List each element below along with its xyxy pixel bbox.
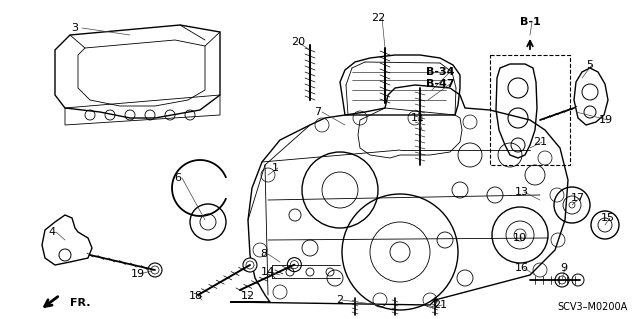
- Text: 2: 2: [337, 295, 344, 305]
- Text: 12: 12: [241, 291, 255, 301]
- Text: 21: 21: [433, 300, 447, 310]
- Text: 4: 4: [49, 227, 56, 237]
- Text: 16: 16: [515, 263, 529, 273]
- Text: 13: 13: [515, 187, 529, 197]
- Text: 5: 5: [586, 60, 593, 70]
- Bar: [490, 55, 570, 165]
- Text: 21: 21: [533, 137, 547, 147]
- Circle shape: [243, 258, 257, 272]
- Text: 7: 7: [314, 107, 321, 117]
- Text: 1: 1: [271, 163, 278, 173]
- Text: 11: 11: [411, 113, 425, 123]
- Text: 17: 17: [571, 193, 585, 203]
- Text: B-47: B-47: [426, 79, 454, 89]
- Text: 10: 10: [513, 233, 527, 243]
- Text: 15: 15: [601, 213, 615, 223]
- Circle shape: [555, 273, 569, 287]
- Text: 3: 3: [72, 23, 79, 33]
- Text: B-1: B-1: [520, 17, 540, 27]
- Text: SCV3–M0200A: SCV3–M0200A: [557, 302, 628, 312]
- Text: 8: 8: [260, 249, 268, 259]
- Text: 9: 9: [561, 263, 568, 273]
- Text: 19: 19: [599, 115, 613, 125]
- Circle shape: [148, 263, 162, 277]
- Text: 19: 19: [131, 269, 145, 279]
- Circle shape: [287, 258, 301, 272]
- Text: 18: 18: [189, 291, 203, 301]
- Text: 20: 20: [291, 37, 305, 47]
- Text: 6: 6: [175, 173, 182, 183]
- Text: 22: 22: [371, 13, 385, 23]
- Text: 14: 14: [261, 267, 275, 277]
- Text: FR.: FR.: [70, 298, 90, 308]
- Text: B-34: B-34: [426, 67, 454, 77]
